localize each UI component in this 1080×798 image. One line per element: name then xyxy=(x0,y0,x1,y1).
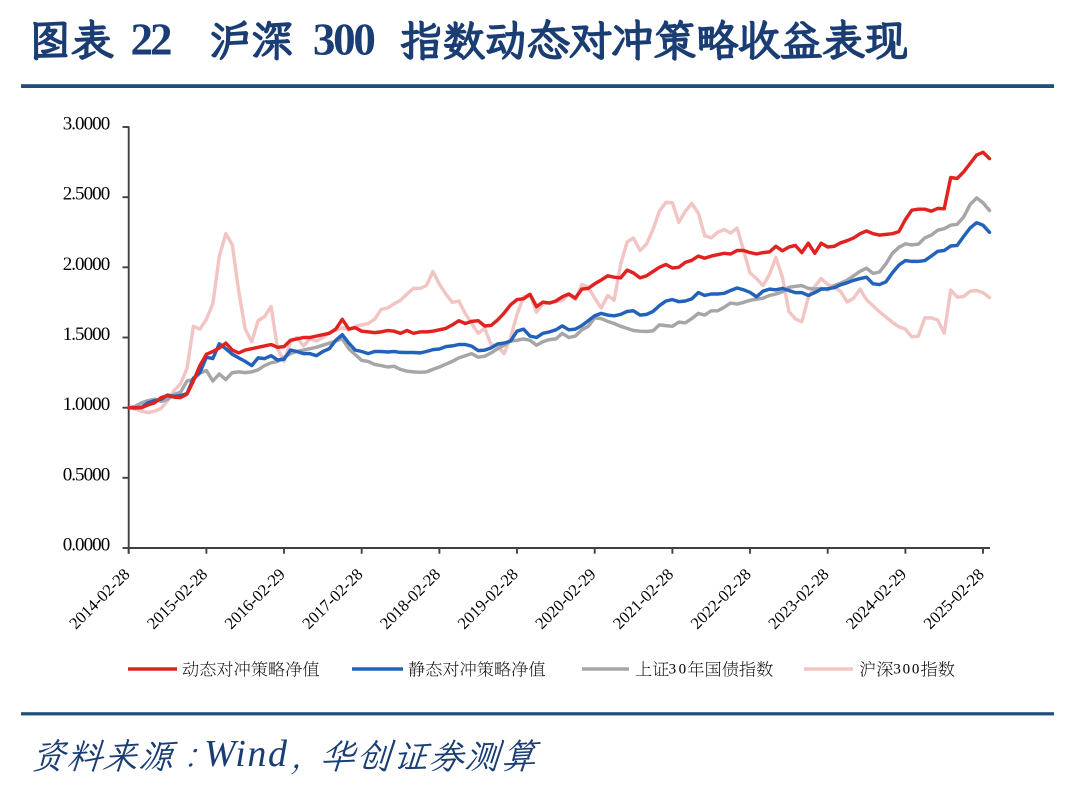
svg-text:2.5000: 2.5000 xyxy=(63,184,111,205)
svg-text:22: 22 xyxy=(131,14,173,64)
svg-text:300: 300 xyxy=(893,662,919,678)
svg-text:300: 300 xyxy=(313,14,376,64)
svg-text:1.0000: 1.0000 xyxy=(63,394,111,415)
svg-text:0.5000: 0.5000 xyxy=(63,464,111,485)
svg-text:1.5000: 1.5000 xyxy=(63,324,111,345)
svg-text:3.0000: 3.0000 xyxy=(63,114,111,135)
svg-text:0.0000: 0.0000 xyxy=(63,535,111,556)
svg-text:2.0000: 2.0000 xyxy=(63,254,111,275)
